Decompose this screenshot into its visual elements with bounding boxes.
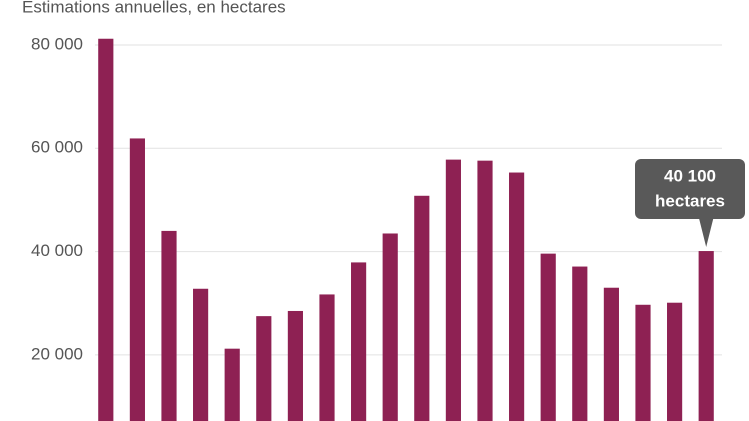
bar bbox=[509, 172, 525, 421]
value-label: 40 100 bbox=[664, 167, 716, 186]
bar bbox=[635, 304, 651, 421]
y-tick-label: 60 000 bbox=[31, 138, 83, 157]
bar bbox=[161, 230, 177, 421]
y-tick-label: 80 000 bbox=[31, 34, 83, 53]
bar bbox=[351, 262, 367, 421]
y-tick-label: 20 000 bbox=[31, 344, 83, 363]
bar bbox=[256, 316, 272, 421]
bar bbox=[129, 138, 145, 421]
value-label-unit: hectares bbox=[655, 192, 725, 211]
chart-subtitle: Estimations annuelles, en hectares bbox=[22, 0, 286, 16]
callout-pointer bbox=[699, 219, 714, 248]
bar bbox=[572, 266, 588, 421]
bar bbox=[319, 294, 335, 421]
bar bbox=[98, 38, 114, 421]
bar bbox=[603, 287, 619, 421]
bar bbox=[698, 251, 714, 421]
bar bbox=[414, 195, 430, 421]
callout-box bbox=[635, 159, 745, 220]
bar bbox=[193, 288, 209, 421]
bar bbox=[287, 310, 303, 421]
bar bbox=[477, 160, 493, 421]
bar bbox=[382, 233, 398, 421]
bar bbox=[667, 302, 683, 421]
bar bbox=[445, 159, 461, 421]
y-tick-label: 40 000 bbox=[31, 241, 83, 260]
bar bbox=[540, 253, 556, 421]
bar bbox=[224, 348, 240, 421]
